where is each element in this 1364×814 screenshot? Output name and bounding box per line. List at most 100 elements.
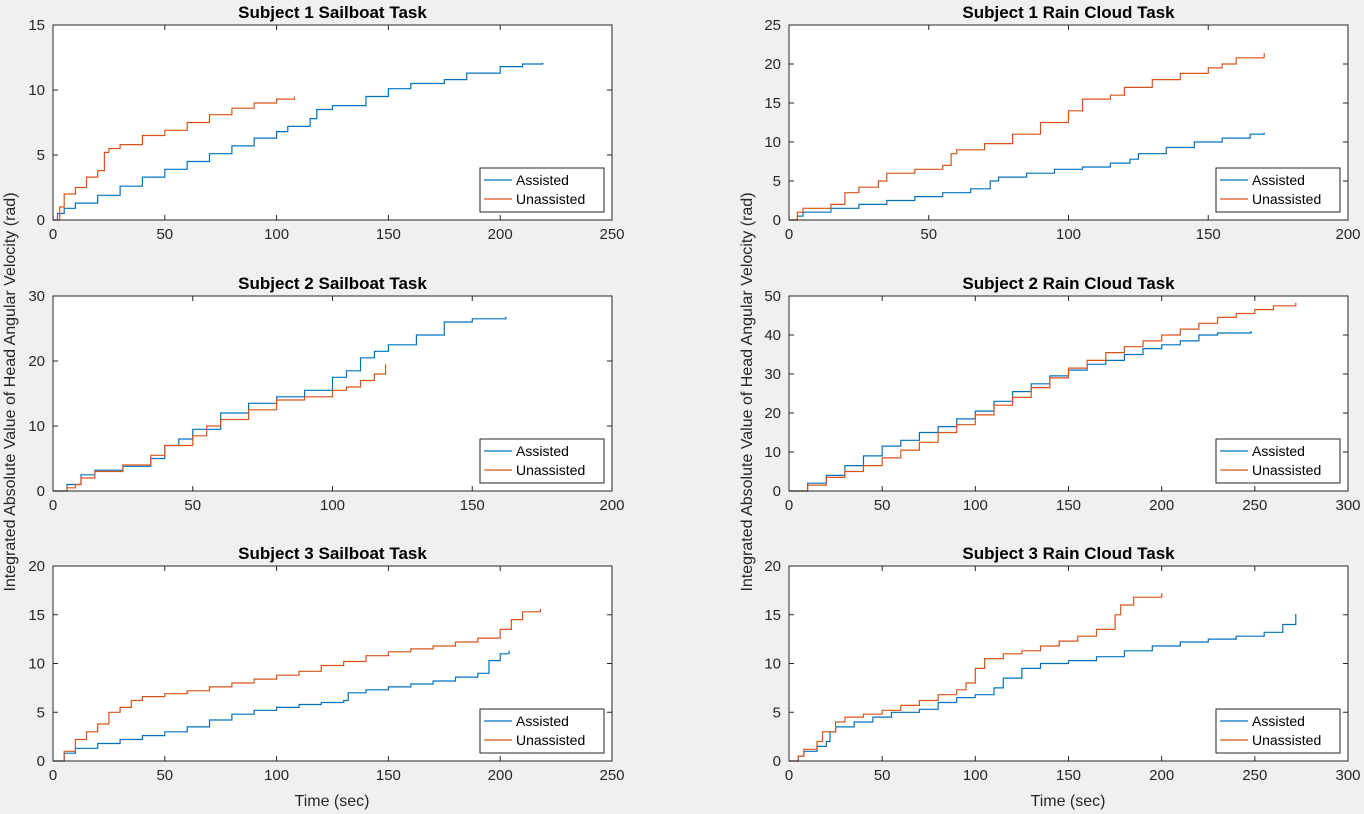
x-tick-label: 0 — [785, 497, 793, 514]
x-tick-label: 50 — [920, 226, 937, 243]
y-tick-label: 15 — [28, 17, 45, 34]
legend-box — [479, 167, 605, 213]
y-tick-label: 15 — [764, 607, 781, 624]
legend-label-unassisted: Unassisted — [516, 191, 585, 207]
chart-title: Subject 3 Sailboat Task — [238, 544, 427, 563]
y-tick-label: 0 — [37, 753, 45, 770]
x-tick-label: 200 — [1149, 497, 1174, 514]
legend-label-assisted: Assisted — [1252, 172, 1305, 188]
y-tick-label: 10 — [28, 82, 45, 99]
x-tick-label: 100 — [264, 767, 289, 784]
x-tick-label: 0 — [49, 497, 57, 514]
series-line-assisted — [789, 613, 1297, 762]
legend-box — [1215, 167, 1341, 213]
x-tick-label: 250 — [1242, 767, 1267, 784]
y-tick-label: 40 — [764, 327, 781, 344]
chart-title: Subject 3 Rain Cloud Task — [962, 544, 1175, 563]
axes-box — [52, 565, 613, 762]
legend-label-assisted: Assisted — [516, 172, 569, 188]
legend: Assisted Unassisted — [479, 708, 605, 754]
series-line-unassisted — [789, 53, 1265, 221]
legend-label-unassisted: Unassisted — [1252, 732, 1321, 748]
x-tick-label: 100 — [264, 226, 289, 243]
x-tick-label: 200 — [1335, 226, 1360, 243]
x-tick-label: 0 — [785, 226, 793, 243]
y-tick-label: 0 — [773, 212, 781, 229]
y-tick-label: 0 — [37, 483, 45, 500]
legend-label-assisted: Assisted — [516, 443, 569, 459]
y-tick-label: 20 — [28, 353, 45, 370]
left-y-axis-label: Integrated Absolute Value of Head Angula… — [2, 192, 19, 591]
y-tick-label: 10 — [764, 656, 781, 673]
axes-box — [788, 24, 1349, 221]
legend-label-unassisted: Unassisted — [516, 732, 585, 748]
x-tick-label: 200 — [488, 226, 513, 243]
y-tick-label: 20 — [28, 558, 45, 575]
series-line-assisted — [789, 132, 1265, 221]
axes-box — [52, 295, 613, 492]
axes-box — [788, 565, 1349, 762]
y-tick-label: 0 — [37, 212, 45, 229]
y-tick-label: 15 — [28, 607, 45, 624]
x-tick-label: 300 — [1335, 497, 1360, 514]
legend: Assisted Unassisted — [1215, 167, 1341, 213]
series-line-unassisted — [53, 608, 541, 762]
x-tick-label: 150 — [1056, 767, 1081, 784]
series-line-assisted — [789, 331, 1252, 492]
legend-label-assisted: Assisted — [516, 713, 569, 729]
legend: Assisted Unassisted — [479, 438, 605, 484]
x-tick-label: 150 — [376, 767, 401, 784]
subplot-3: 0 50 100 150 200 0 10 20 30 Subject 2 Sailboat Ta… — [28, 274, 624, 514]
y-tick-label: 10 — [764, 444, 781, 461]
y-tick-label: 30 — [764, 366, 781, 383]
y-tick-label: 20 — [764, 558, 781, 575]
series-line-unassisted — [789, 593, 1163, 762]
chart-title: Subject 2 Rain Cloud Task — [962, 274, 1175, 293]
legend-label-unassisted: Unassisted — [516, 462, 585, 478]
x-tick-label: 50 — [156, 767, 173, 784]
right-y-axis-label: Integrated Absolute Value of Head Angula… — [739, 192, 756, 591]
legend: Assisted Unassisted — [479, 167, 605, 213]
series-line-assisted — [53, 62, 544, 221]
x-tick-label: 150 — [460, 497, 485, 514]
x-tick-label: 100 — [1056, 226, 1081, 243]
y-tick-label: 5 — [773, 704, 781, 721]
y-tick-label: 20 — [764, 56, 781, 73]
y-tick-label: 0 — [773, 753, 781, 770]
y-tick-label: 10 — [28, 656, 45, 673]
x-tick-label: 0 — [49, 226, 57, 243]
y-tick-label: 5 — [37, 147, 45, 164]
axes-box — [52, 24, 613, 221]
legend-box — [1215, 708, 1341, 754]
y-tick-label: 0 — [773, 483, 781, 500]
chart-title: Subject 1 Rain Cloud Task — [962, 3, 1175, 22]
x-tick-label: 50 — [874, 767, 891, 784]
y-tick-label: 50 — [764, 288, 781, 305]
x-tick-label: 300 — [1335, 767, 1360, 784]
legend-box — [479, 708, 605, 754]
x-tick-label: 250 — [599, 767, 624, 784]
left-x-axis-label: Time (sec) — [295, 793, 370, 810]
y-tick-label: 20 — [764, 405, 781, 422]
y-tick-label: 10 — [28, 418, 45, 435]
x-tick-label: 100 — [963, 767, 988, 784]
subplot-2: 0 50 100 150 200 0 5 10 15 20 25 Subject 1 Rain Clo… — [764, 3, 1360, 243]
subplot-1: 0 50 100 150 200 250 0 5 10 15 Subject 1 Sailboat … — [28, 3, 624, 243]
y-tick-label: 15 — [764, 95, 781, 112]
y-tick-label: 25 — [764, 17, 781, 34]
x-tick-label: 0 — [785, 767, 793, 784]
y-tick-label: 10 — [764, 134, 781, 151]
x-tick-label: 200 — [1149, 767, 1174, 784]
subplot-5: 0 50 100 150 200 250 0 5 10 15 20 Subject 3 Sailboa… — [28, 544, 624, 784]
subplot-6: 0 50 100 150 200 250 300 0 5 10 15 20 Subject 3 Rain… — [764, 544, 1360, 784]
x-tick-label: 0 — [49, 767, 57, 784]
right-x-axis-label: Time (sec) — [1031, 793, 1106, 810]
series-line-unassisted — [789, 302, 1297, 492]
x-tick-label: 200 — [488, 767, 513, 784]
legend-label-assisted: Assisted — [1252, 443, 1305, 459]
series-line-unassisted — [53, 96, 296, 221]
x-tick-label: 50 — [156, 226, 173, 243]
x-tick-label: 50 — [184, 497, 201, 514]
